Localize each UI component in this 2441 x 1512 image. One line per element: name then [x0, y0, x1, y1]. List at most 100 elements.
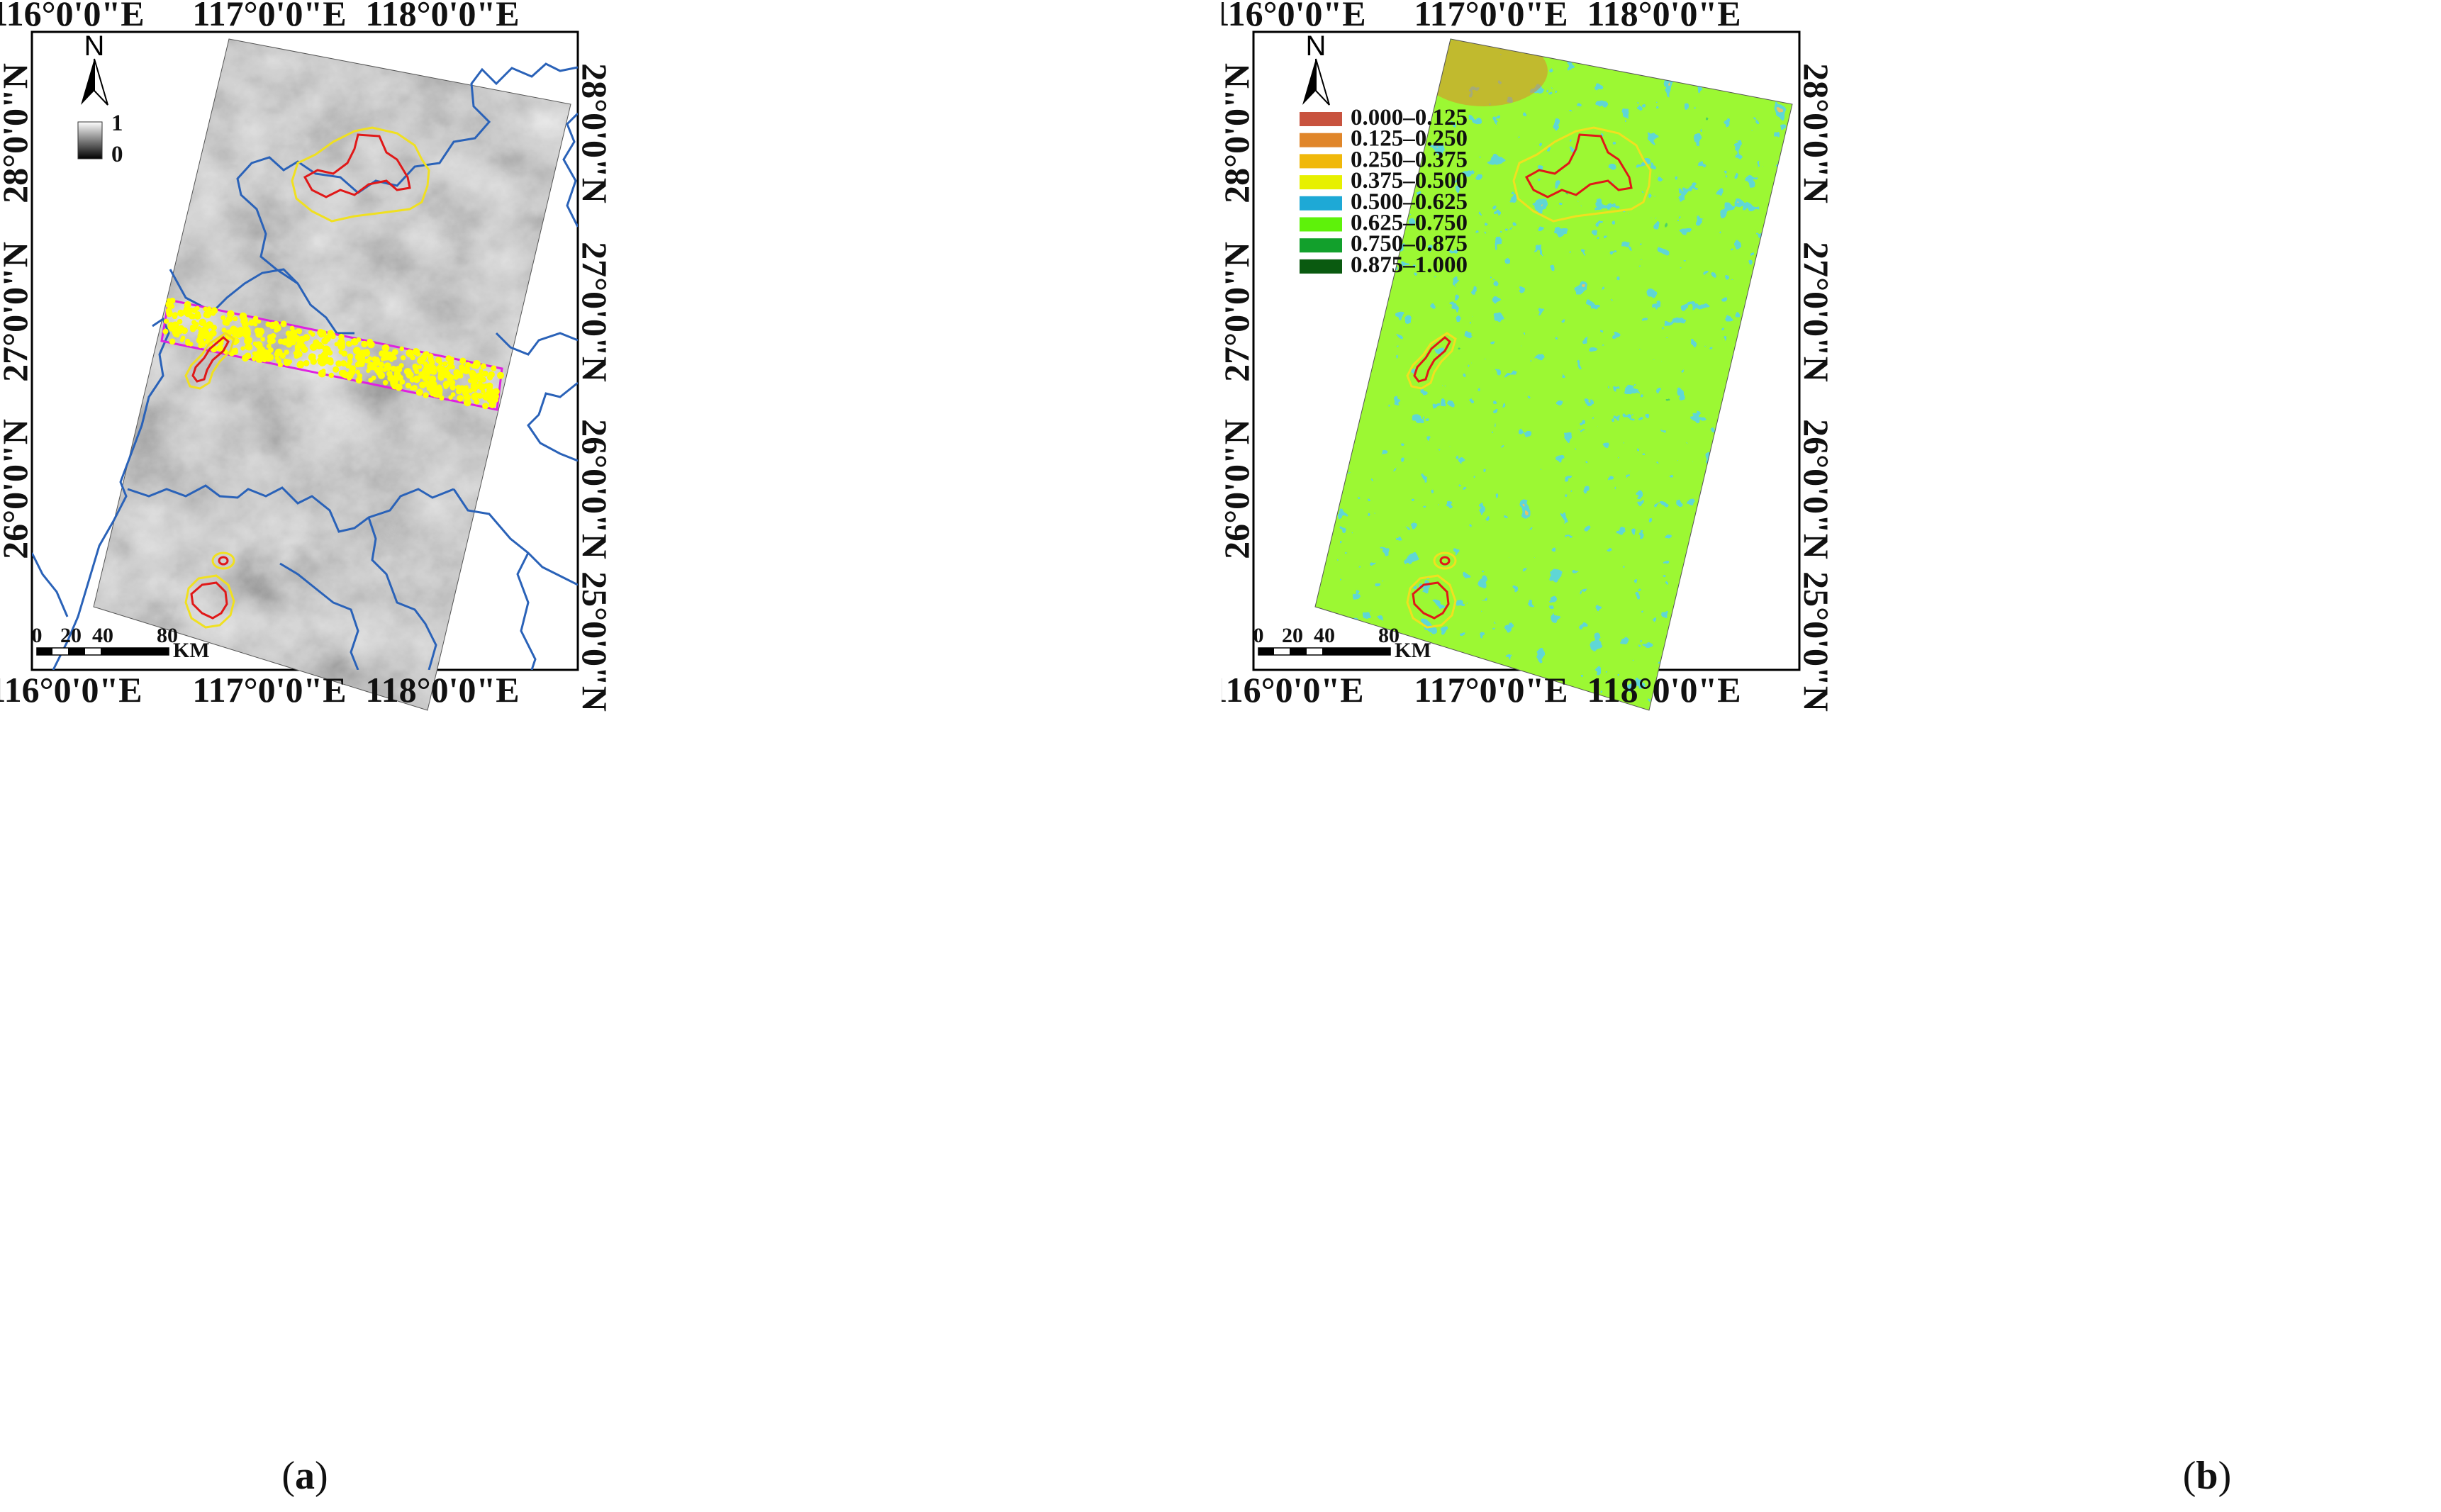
sample-point: [385, 364, 391, 371]
sample-point: [345, 362, 352, 369]
sample-point: [356, 352, 362, 358]
map-b-svg: N 0.000–0.1250.125–0.2500.250–0.3750.375…: [1222, 0, 1836, 712]
legend-label-4: 0.500–0.625: [1351, 189, 1468, 215]
sample-point: [409, 377, 415, 383]
sample-point: [245, 336, 252, 345]
sample-point: [317, 357, 322, 363]
legend-swatch-3: [1300, 175, 1342, 190]
north-arrow: N: [1302, 30, 1330, 106]
sample-point: [270, 338, 276, 344]
sample-point: [169, 303, 175, 309]
sample-point: [362, 349, 371, 357]
sample-point: [488, 401, 496, 408]
sample-point: [233, 349, 238, 355]
sample-point: [257, 327, 264, 335]
scale-bar: 0 20 40 80 KM: [32, 624, 210, 662]
sample-point: [346, 375, 352, 381]
sample-point: [459, 357, 467, 364]
sample-point: [194, 322, 199, 327]
legend-label-6: 0.750–0.875: [1351, 231, 1468, 257]
sample-point: [418, 371, 426, 379]
sample-point: [206, 306, 212, 311]
reserve-core-south: [190, 581, 228, 620]
sample-point: [211, 310, 216, 316]
reserve-buffer-small: [1433, 551, 1457, 570]
sample-point: [243, 330, 251, 338]
admin-boundaries: [32, 62, 578, 670]
reserve-core-small: [218, 556, 229, 566]
north-label: N: [84, 30, 105, 62]
sample-point: [390, 365, 397, 372]
sample-point: [274, 351, 279, 357]
legend-swatch-4: [1300, 196, 1342, 211]
lon-top-116: 116°0'0"E: [1222, 0, 1366, 33]
sample-point: [398, 363, 404, 369]
sample-point: [277, 362, 283, 368]
sample-point: [399, 346, 404, 352]
reserve-buffer-north: [291, 126, 430, 223]
sample-point: [220, 315, 226, 320]
sample-point: [361, 340, 368, 348]
scale-tick-80: 80: [157, 624, 178, 647]
sample-point: [420, 354, 428, 362]
reserve-buffer-south: [1406, 574, 1457, 629]
panel-a: N 1 0 0 20 40 80 KM 116°0'0"E 117°0'0"E …: [0, 0, 1219, 1512]
sample-point: [318, 354, 323, 359]
sample-point: [183, 306, 191, 313]
scale-tick-40: 40: [1314, 624, 1335, 647]
sample-point: [169, 338, 176, 345]
scale-tick-0: 0: [32, 624, 43, 647]
sample-point: [355, 376, 363, 383]
sample-point: [450, 364, 455, 370]
lon-bottom-117: 117°0'0"E: [1414, 670, 1568, 710]
sample-point: [359, 360, 365, 366]
sample-point: [189, 325, 195, 330]
lat-left-28: 28°0'0"N: [1222, 63, 1256, 203]
sample-point: [245, 343, 253, 351]
sample-point: [427, 353, 434, 359]
sample-point: [191, 307, 198, 313]
sample-point: [280, 320, 287, 327]
panel-b: N 0.000–0.125 0.125–0.250 0.250–0.375 0.375…: [1222, 0, 2441, 1512]
sample-point: [405, 382, 412, 389]
sample-point: [392, 376, 399, 383]
sample-point: [289, 325, 295, 331]
caption-b: (b): [2182, 1454, 2232, 1498]
sample-point: [386, 371, 393, 377]
sample-point: [406, 349, 414, 357]
sample-point: [340, 360, 347, 367]
sample-point: [198, 329, 205, 337]
sample-point: [395, 383, 403, 391]
map-a-svg: N 1 0 0 20 40 80 KM 116°0'0"E 117°0'0"E …: [0, 0, 615, 712]
sample-point: [447, 374, 454, 381]
sample-point: [435, 357, 442, 364]
lon-bottom-118: 118°0'0"E: [1587, 670, 1741, 710]
sample-point: [265, 321, 272, 327]
sample-point: [206, 321, 213, 329]
sample-point: [274, 355, 280, 361]
sample-point: [303, 360, 310, 366]
sample-point: [335, 360, 342, 367]
sample-point: [480, 376, 486, 383]
sample-point: [464, 394, 471, 401]
reserve-core-middle: [191, 336, 230, 383]
scale-tick-0: 0: [1253, 624, 1264, 647]
sample-point: [257, 355, 264, 363]
sample-point: [279, 352, 286, 359]
reserve-core-north: [1524, 133, 1633, 198]
legend: 0.000–0.1250.125–0.2500.250–0.3750.375–0…: [1300, 105, 1468, 278]
reserve-buffer-north: [1512, 126, 1652, 223]
sample-point: [337, 342, 346, 350]
sample-point: [428, 366, 437, 375]
sample-point: [438, 365, 446, 373]
sample-point: [266, 343, 272, 349]
sample-point: [419, 381, 426, 388]
sample-point: [286, 335, 294, 342]
sample-point: [251, 356, 257, 362]
lon-top-118: 118°0'0"E: [365, 0, 519, 33]
sample-point: [368, 362, 374, 367]
scale-unit: KM: [1395, 639, 1431, 662]
sample-point: [418, 364, 423, 369]
sample-point: [268, 347, 274, 352]
sample-point: [382, 380, 389, 386]
